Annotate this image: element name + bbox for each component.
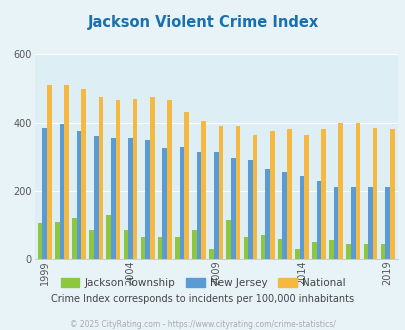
Bar: [192, 230, 196, 259]
Bar: [89, 230, 94, 259]
Bar: [213, 152, 218, 259]
Bar: [355, 123, 359, 259]
Bar: [94, 136, 98, 259]
Bar: [311, 242, 316, 259]
Bar: [162, 148, 167, 259]
Bar: [384, 187, 389, 259]
Bar: [167, 100, 171, 259]
Bar: [184, 113, 188, 259]
Bar: [282, 172, 286, 259]
Bar: [196, 152, 201, 259]
Bar: [175, 237, 179, 259]
Bar: [128, 138, 132, 259]
Bar: [269, 131, 274, 259]
Bar: [149, 97, 154, 259]
Bar: [226, 220, 230, 259]
Bar: [72, 218, 77, 259]
Bar: [123, 230, 128, 259]
Bar: [111, 138, 115, 259]
Bar: [158, 237, 162, 259]
Bar: [247, 160, 252, 259]
Bar: [55, 221, 60, 259]
Bar: [179, 147, 184, 259]
Bar: [372, 128, 377, 259]
Bar: [380, 244, 384, 259]
Text: © 2025 CityRating.com - https://www.cityrating.com/crime-statistics/: © 2025 CityRating.com - https://www.city…: [70, 319, 335, 329]
Bar: [141, 237, 145, 259]
Bar: [81, 88, 86, 259]
Bar: [252, 135, 257, 259]
Bar: [328, 240, 333, 259]
Bar: [47, 85, 51, 259]
Bar: [362, 244, 367, 259]
Legend: Jackson Township, New Jersey, National: Jackson Township, New Jersey, National: [56, 274, 349, 292]
Bar: [277, 239, 282, 259]
Bar: [43, 128, 47, 259]
Bar: [218, 126, 223, 259]
Bar: [299, 176, 303, 259]
Bar: [350, 187, 355, 259]
Bar: [209, 249, 213, 259]
Bar: [367, 187, 372, 259]
Bar: [145, 140, 149, 259]
Bar: [115, 100, 120, 259]
Bar: [230, 158, 235, 259]
Bar: [132, 99, 137, 259]
Bar: [389, 129, 394, 259]
Bar: [106, 215, 111, 259]
Bar: [235, 126, 240, 259]
Bar: [294, 249, 299, 259]
Bar: [333, 187, 338, 259]
Bar: [77, 131, 81, 259]
Bar: [98, 97, 103, 259]
Bar: [316, 181, 321, 259]
Bar: [60, 124, 64, 259]
Text: Jackson Violent Crime Index: Jackson Violent Crime Index: [87, 15, 318, 30]
Bar: [264, 169, 269, 259]
Bar: [321, 129, 325, 259]
Bar: [338, 123, 342, 259]
Bar: [345, 244, 350, 259]
Text: Crime Index corresponds to incidents per 100,000 inhabitants: Crime Index corresponds to incidents per…: [51, 294, 354, 304]
Bar: [303, 135, 308, 259]
Bar: [64, 85, 69, 259]
Bar: [201, 121, 205, 259]
Bar: [38, 223, 43, 259]
Bar: [243, 237, 247, 259]
Bar: [286, 129, 291, 259]
Bar: [260, 235, 264, 259]
